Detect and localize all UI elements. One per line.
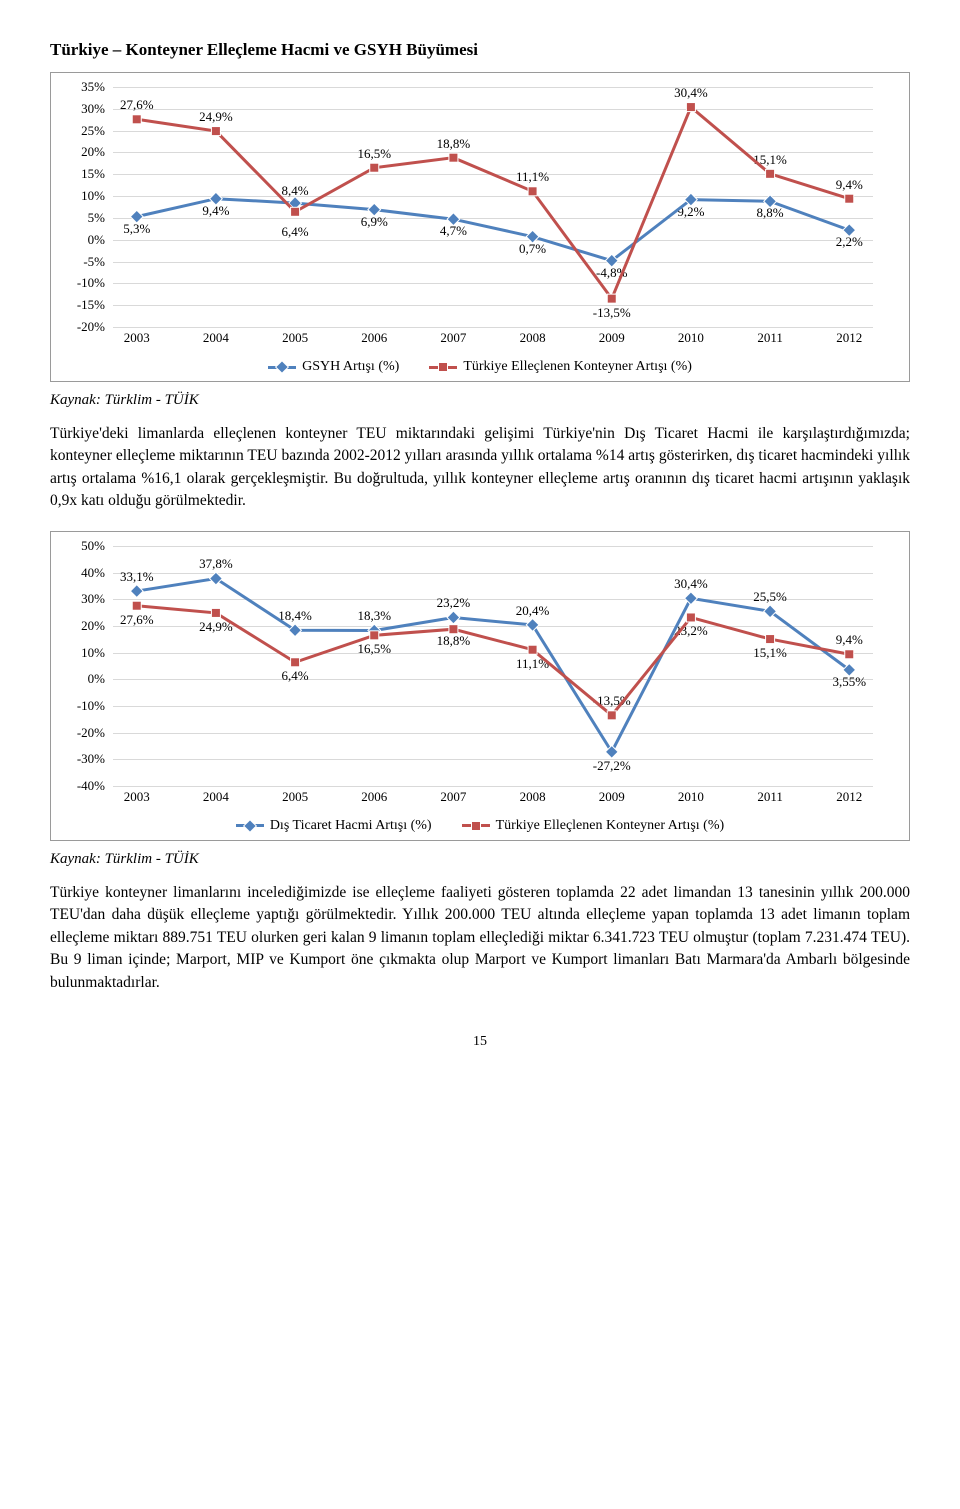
- x-tick-label: 2004: [203, 330, 229, 346]
- x-tick-label: 2011: [757, 330, 783, 346]
- legend-item-red-2: Türkiye Elleçlenen Konteyner Artışı (%): [462, 818, 725, 834]
- y-tick-label: 50%: [65, 538, 105, 554]
- y-tick-label: 10%: [65, 188, 105, 204]
- chart1-container: 35% 30% 25% 20% 15% 10% 5% 0% -5% -10% -15% -20% 5,3…: [50, 72, 910, 382]
- y-tick-label: 30%: [65, 101, 105, 117]
- legend-marker-blue-2: [236, 824, 264, 827]
- y-tick-label: -20%: [65, 725, 105, 741]
- chart1-source: Kaynak: Türklim - TÜİK: [50, 392, 910, 409]
- x-tick-label: 2004: [203, 789, 229, 805]
- legend-label-blue-2: Dış Ticaret Hacmi Artışı (%): [270, 818, 432, 834]
- x-tick-label: 2009: [599, 789, 625, 805]
- y-tick-label: 25%: [65, 123, 105, 139]
- legend-label-blue: GSYH Artışı (%): [302, 359, 399, 375]
- y-tick-label: 0%: [65, 232, 105, 248]
- chart1-title: Türkiye – Konteyner Elleçleme Hacmi ve G…: [50, 40, 910, 60]
- chart2-legend: Dış Ticaret Hacmi Artışı (%) Türkiye Ell…: [65, 818, 895, 834]
- chart2-container: 50% 40% 30% 20% 10% 0% -10% -20% -30% -40% 33,1%37…: [50, 531, 910, 841]
- legend-label-red: Türkiye Elleçlenen Konteyner Artışı (%): [463, 359, 692, 375]
- chart-plot: 33,1%37,8%18,4%18,3%23,2%20,4%-27,2%30,4…: [113, 546, 873, 786]
- x-tick-label: 2006: [361, 330, 387, 346]
- x-tick-label: 2008: [520, 330, 546, 346]
- x-tick-label: 2006: [361, 789, 387, 805]
- x-tick-label: 2005: [282, 789, 308, 805]
- y-tick-label: 0%: [65, 671, 105, 687]
- chart-plot: 5,3%9,4%8,4%6,9%4,7%0,7%-4,8%9,2%8,8%2,2…: [113, 87, 873, 327]
- legend-item-blue-2: Dış Ticaret Hacmi Artışı (%): [236, 818, 432, 834]
- y-tick-label: -5%: [65, 254, 105, 270]
- x-tick-label: 2005: [282, 330, 308, 346]
- y-tick-label: 5%: [65, 210, 105, 226]
- legend-item-blue: GSYH Artışı (%): [268, 359, 399, 375]
- x-tick-label: 2009: [599, 330, 625, 346]
- y-tick-label: 20%: [65, 618, 105, 634]
- y-tick-label: 40%: [65, 565, 105, 581]
- x-tick-label: 2012: [836, 330, 862, 346]
- y-tick-label: -10%: [65, 698, 105, 714]
- y-tick-label: 20%: [65, 144, 105, 160]
- y-tick-label: 35%: [65, 79, 105, 95]
- page-number: 15: [50, 1034, 910, 1050]
- x-tick-label: 2007: [440, 330, 466, 346]
- y-tick-label: -30%: [65, 751, 105, 767]
- y-tick-label: 15%: [65, 166, 105, 182]
- chart2-source: Kaynak: Türklim - TÜİK: [50, 851, 910, 868]
- x-tick-label: 2010: [678, 789, 704, 805]
- y-tick-label: 10%: [65, 645, 105, 661]
- x-tick-label: 2007: [440, 789, 466, 805]
- legend-label-red-2: Türkiye Elleçlenen Konteyner Artışı (%): [496, 818, 725, 834]
- y-tick-label: -10%: [65, 275, 105, 291]
- legend-marker-blue: [268, 366, 296, 369]
- y-tick-label: -20%: [65, 319, 105, 335]
- y-tick-label: 30%: [65, 591, 105, 607]
- y-tick-label: -15%: [65, 297, 105, 313]
- legend-item-red: Türkiye Elleçlenen Konteyner Artışı (%): [429, 359, 692, 375]
- x-tick-label: 2003: [124, 789, 150, 805]
- x-tick-label: 2003: [124, 330, 150, 346]
- x-tick-label: 2008: [520, 789, 546, 805]
- x-tick-label: 2010: [678, 330, 704, 346]
- paragraph-2: Türkiye konteyner limanlarını incelediği…: [50, 882, 910, 994]
- y-tick-label: -40%: [65, 778, 105, 794]
- legend-marker-red: [429, 366, 457, 369]
- chart1-legend: GSYH Artışı (%) Türkiye Elleçlenen Konte…: [65, 359, 895, 375]
- x-tick-label: 2012: [836, 789, 862, 805]
- x-tick-label: 2011: [757, 789, 783, 805]
- legend-marker-red-2: [462, 824, 490, 827]
- paragraph-1: Türkiye'deki limanlarda elleçlenen konte…: [50, 423, 910, 513]
